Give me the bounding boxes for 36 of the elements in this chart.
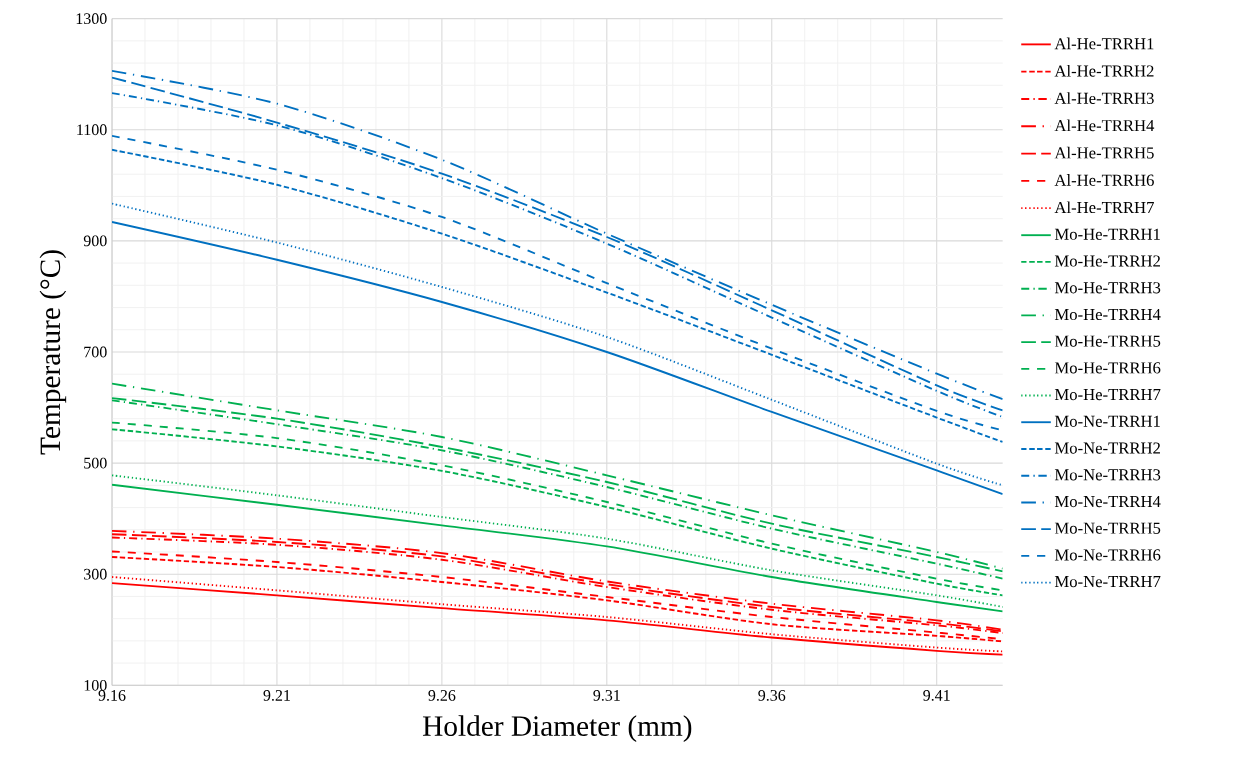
x-tick-label: 9.31 bbox=[593, 689, 620, 701]
legend-label: Al-He-TRRH5 bbox=[1054, 146, 1154, 159]
legend-label: Mo-He-TRRH7 bbox=[1054, 388, 1161, 400]
legend-label: Mo-He-TRRH4 bbox=[1054, 308, 1161, 320]
x-axis-title: Holder Diameter (mm) bbox=[422, 715, 692, 742]
legend-label: Mo-Ne-TRRH2 bbox=[1054, 442, 1160, 454]
legend-label: Al-He-TRRH6 bbox=[1054, 173, 1154, 186]
legend-label: Mo-Ne-TRRH7 bbox=[1054, 575, 1161, 588]
y-tick-label: 1100 bbox=[77, 124, 107, 135]
x-tick-label: 9.36 bbox=[758, 689, 786, 701]
x-tick-label: 9.21 bbox=[263, 689, 290, 701]
legend-label: Mo-Ne-TRRH6 bbox=[1054, 549, 1161, 561]
y-axis-title: Temperature (°C) bbox=[39, 250, 67, 455]
x-tick-label: 9.41 bbox=[923, 689, 950, 701]
y-tick-label: 100 bbox=[84, 679, 107, 691]
y-tick-label: 300 bbox=[84, 568, 107, 580]
legend-label: Al-He-TRRH2 bbox=[1054, 64, 1154, 77]
legend-label: Al-He-TRRH7 bbox=[1054, 201, 1154, 213]
y-tick-label: 700 bbox=[84, 346, 107, 358]
legend-label: Mo-Ne-TRRH3 bbox=[1054, 469, 1161, 481]
legend-label: Al-He-TRRH4 bbox=[1054, 119, 1155, 132]
legend-label: Al-He-TRRH3 bbox=[1054, 92, 1154, 104]
y-tick-label: 500 bbox=[84, 457, 107, 469]
legend-label: Mo-Ne-TRRH4 bbox=[1054, 495, 1161, 507]
x-tick-label: 9.16 bbox=[98, 689, 126, 701]
legend-label: Mo-He-TRRH6 bbox=[1054, 362, 1161, 374]
legend-label: Mo-He-TRRH5 bbox=[1054, 335, 1161, 347]
legend-label: Mo-He-TRRH3 bbox=[1054, 282, 1161, 294]
legend-label: Mo-Ne-TRRH5 bbox=[1054, 522, 1161, 534]
x-tick-label: 9.26 bbox=[428, 689, 456, 701]
legend-label: Mo-Ne-TRRH1 bbox=[1054, 415, 1160, 427]
y-tick-label: 900 bbox=[83, 235, 107, 247]
legend-label: Mo-He-TRRH1 bbox=[1054, 228, 1160, 240]
legend-label: Al-He-TRRH1 bbox=[1054, 37, 1154, 50]
legend-label: Mo-He-TRRH2 bbox=[1054, 255, 1160, 267]
y-tick-label: 1300 bbox=[76, 13, 107, 24]
